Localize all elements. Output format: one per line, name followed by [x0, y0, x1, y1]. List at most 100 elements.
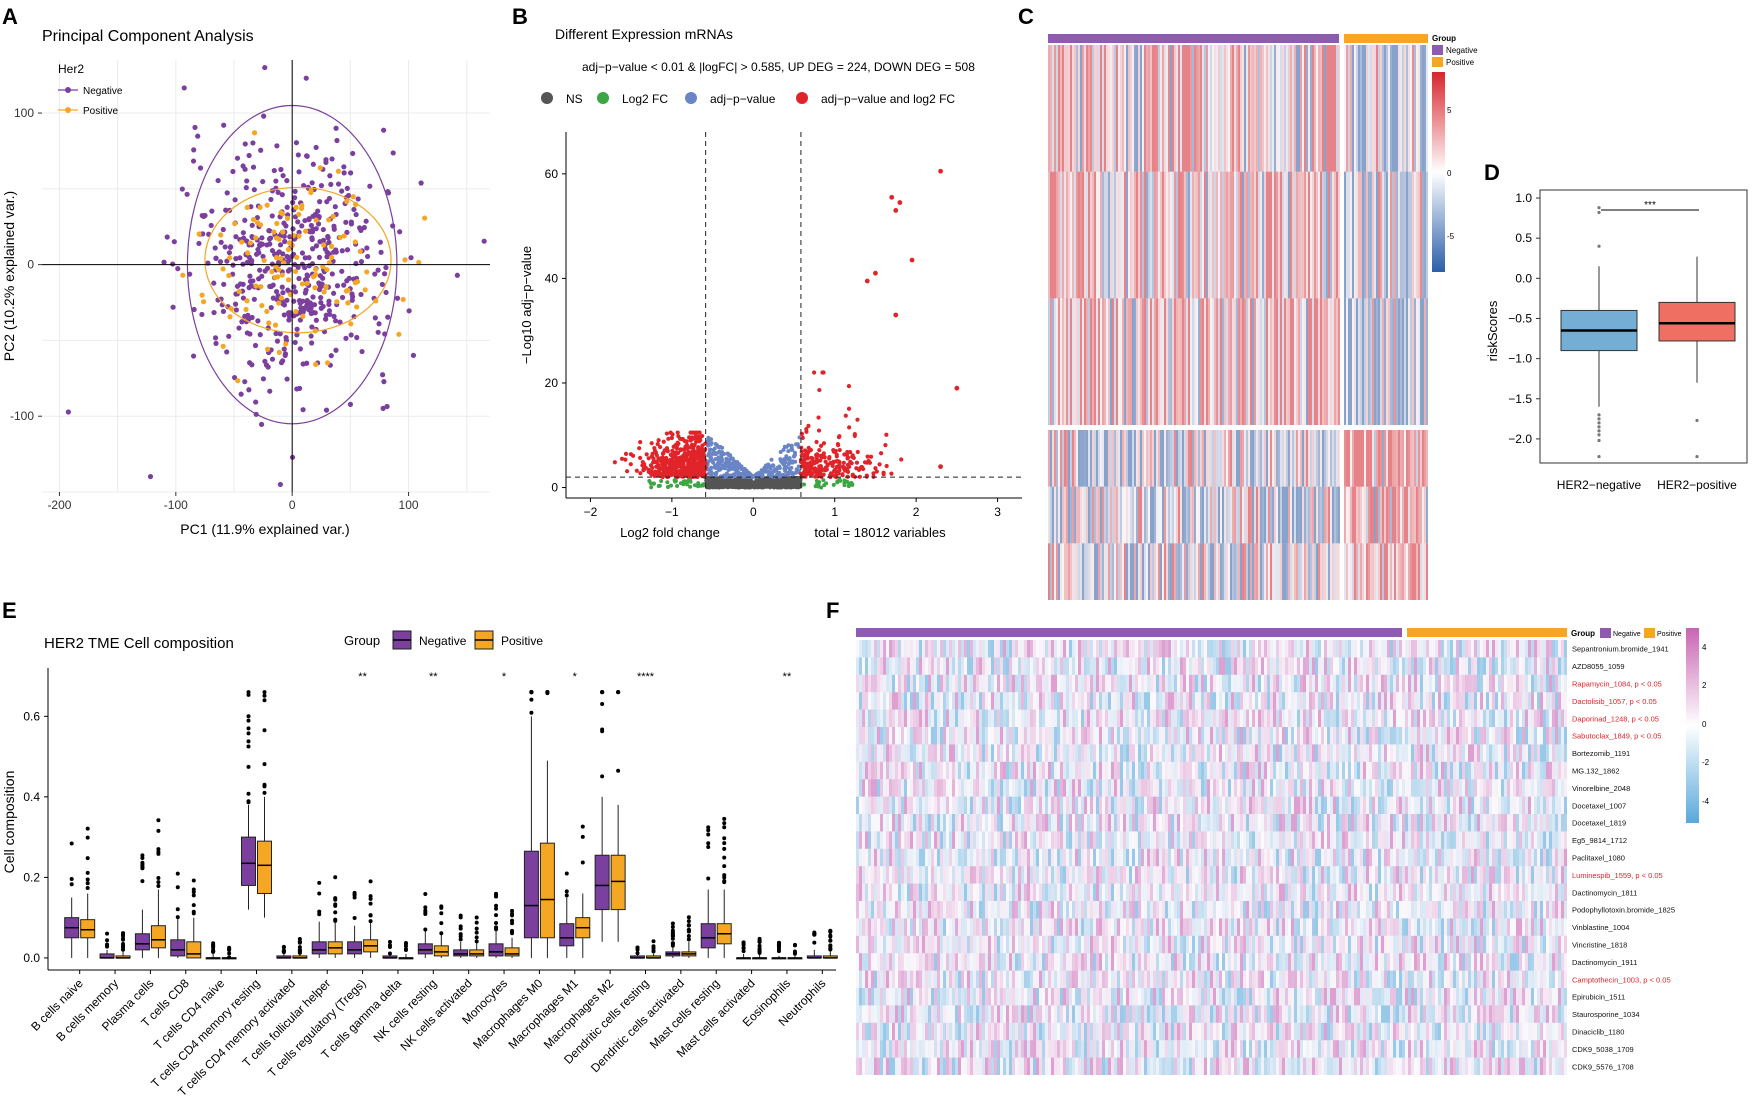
heatmap-c-cell [1412, 171, 1414, 299]
heatmap-c-cell [1326, 171, 1328, 299]
heatmap-f-cell [1153, 657, 1156, 675]
heatmap-f-cell [877, 640, 880, 658]
heatmap-f-cell [940, 640, 943, 658]
heatmap-c-cell [1410, 171, 1412, 299]
pca-point-negative [290, 226, 296, 232]
tme-box-negative [417, 943, 433, 955]
heatmap-c-cell [1166, 171, 1168, 299]
volcano-legend-log2fc: Log2 FC [622, 92, 668, 106]
heatmap-c-cell [1402, 543, 1404, 600]
heatmap-c-cell [1326, 45, 1328, 172]
heatmap-c-cell [1330, 298, 1332, 425]
heatmap-c-cell [1164, 45, 1166, 172]
heatmap-c-cell [1394, 486, 1396, 544]
pca-point-negative [294, 386, 300, 392]
heatmap-f-cell [1258, 640, 1261, 658]
heatmap-f-cell [1357, 640, 1360, 657]
tme-outlier [439, 911, 444, 916]
tme-outlier [191, 911, 196, 916]
heatmap-c-cell [1234, 543, 1236, 600]
tme-outlier [423, 891, 428, 896]
heatmap-c-cell [1186, 298, 1188, 425]
heatmap-c-cell [1104, 298, 1106, 425]
heatmap-c-cell [1402, 486, 1404, 544]
pca-point-negative [224, 349, 230, 355]
pca-point-negative [329, 156, 335, 162]
volcano-point-down [701, 457, 706, 463]
heatmap-f-cell [1213, 674, 1216, 693]
heatmap-c-cell [1370, 45, 1372, 172]
heatmap-f-cell [1102, 674, 1105, 693]
heatmap-c-cell [1422, 430, 1424, 487]
heatmap-f-cell [886, 674, 889, 693]
heatmap-c-cell [1268, 298, 1270, 425]
tme-outlier [828, 938, 833, 943]
pca-point-negative [260, 253, 266, 260]
heatmap-c-cell [1336, 171, 1338, 299]
heatmap-f-cell [1087, 674, 1090, 693]
pca-point-negative [406, 308, 412, 314]
heatmap-f-cell [1177, 657, 1180, 675]
heatmap-f-cell [994, 657, 997, 675]
heatmap-f-cell [1129, 640, 1132, 658]
tme-box-negative [523, 850, 539, 939]
heatmap-f-cell [1030, 640, 1033, 658]
heatmap-c-cell [1150, 171, 1152, 299]
heatmap-f-cell [1171, 674, 1174, 693]
heatmap-f-cell [937, 640, 940, 658]
tme-outlier [458, 915, 463, 920]
panel-letter-d: D [1484, 160, 1500, 185]
tme-outlier [494, 913, 499, 918]
heatmap-c-cell [1232, 430, 1234, 487]
pca-xlabel: PC1 (11.9% explained var.) [180, 521, 349, 537]
heatmap-c-cell [1204, 45, 1206, 172]
heatmap-c-cell [1202, 486, 1204, 544]
tme-outlier [706, 832, 711, 837]
heatmap-c-cell [1386, 298, 1388, 425]
heatmap-c-cell [1146, 171, 1148, 299]
pca-point-negative [255, 246, 261, 253]
heatmap-c-cell [1104, 45, 1106, 172]
pca-point-negative [286, 317, 292, 323]
pca-point-negative [279, 284, 285, 290]
volcano-point-adjp [712, 446, 717, 451]
heatmap-c-cell [1396, 430, 1398, 487]
volcano-point-adjp [706, 471, 711, 476]
heatmap-c-cell [1300, 543, 1302, 600]
tme-outlier [105, 944, 110, 949]
heatmap-f-cell [874, 640, 877, 658]
heatmap-c-cell [1082, 543, 1084, 600]
heatmap-c-cell [1174, 171, 1176, 299]
heatmap-c-cell [1140, 45, 1142, 172]
heatmap-c-cell [1352, 430, 1354, 487]
heatmap-c-cell [1126, 298, 1128, 425]
pca-point-negative [377, 239, 383, 245]
pca-point-negative [297, 346, 303, 352]
heatmap-f-cell [1027, 657, 1030, 675]
heatmap-f-cell [1135, 657, 1138, 675]
volcano-point-up [821, 441, 827, 446]
heatmap-c-cell [1346, 487, 1348, 544]
heatmap-f-cell [1366, 640, 1369, 658]
heatmap-c-cell [1062, 543, 1064, 600]
pca-point-negative [278, 360, 285, 366]
heatmap-f-cell [1297, 657, 1300, 675]
heatmap-c-cell [1208, 45, 1210, 172]
heatmap-c-cell [1242, 45, 1244, 172]
volcano-point-up [836, 443, 841, 448]
heatmap-c-cell [1330, 430, 1332, 487]
heatmap-c-cell [1278, 298, 1280, 425]
pca-point-positive [312, 285, 318, 291]
heatmap-f-cell [1201, 674, 1204, 693]
volcano-point-down [646, 456, 651, 461]
heatmap-c-cell [1104, 430, 1106, 487]
heatmap-c-cell [1280, 298, 1282, 425]
heatmap-c-cell [1296, 430, 1298, 487]
heatmap-c-cell [1178, 543, 1180, 600]
tme-outlier [85, 835, 90, 840]
tme-outlier [85, 881, 90, 886]
heatmap-c-cell [1220, 298, 1222, 425]
heatmap-f-cell [1210, 657, 1213, 675]
tme-outlier [792, 951, 797, 956]
heatmap-f-cell [1216, 640, 1219, 658]
